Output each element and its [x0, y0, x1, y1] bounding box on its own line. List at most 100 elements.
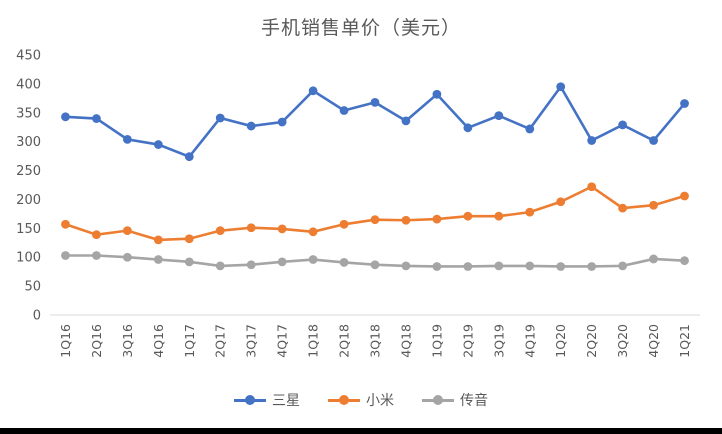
data-point-小米[interactable] — [61, 219, 70, 229]
x-axis-tick-label: 3Q20 — [615, 324, 630, 358]
data-point-三星[interactable] — [525, 124, 535, 134]
data-point-传音[interactable] — [618, 261, 628, 271]
y-axis-tick-label: 450 — [16, 49, 41, 64]
data-point-小米[interactable] — [153, 235, 163, 245]
x-axis-tick-label: 4Q19 — [522, 324, 537, 358]
legend-label: 三星 — [272, 393, 300, 409]
data-point-小米[interactable] — [370, 215, 380, 225]
data-point-三星[interactable] — [308, 86, 318, 96]
data-point-小米[interactable] — [215, 226, 225, 236]
x-axis-tick-label: 1Q21 — [677, 324, 692, 358]
data-point-传音[interactable] — [494, 261, 504, 271]
y-axis-tick-label: 400 — [16, 77, 41, 92]
data-point-小米[interactable] — [525, 207, 535, 217]
line-chart-plot: 0 50 100 150 200 250 300 350 400 450 1Q16 2Q16 3Q16 4… — [16, 49, 700, 358]
data-point-三星[interactable] — [215, 113, 225, 123]
data-point-三星[interactable] — [556, 82, 566, 92]
data-point-小米[interactable] — [618, 203, 628, 213]
data-point-传音[interactable] — [401, 261, 411, 271]
x-axis-tick-label: 3Q17 — [244, 324, 259, 358]
data-point-三星[interactable] — [680, 99, 689, 108]
data-point-小米[interactable] — [122, 226, 132, 236]
data-point-传音[interactable] — [308, 255, 318, 264]
data-point-传音[interactable] — [680, 256, 689, 266]
legend-label: 小米 — [366, 393, 394, 409]
legend-marker-icon — [234, 395, 266, 406]
data-point-传音[interactable] — [215, 261, 225, 271]
data-point-三星[interactable] — [153, 140, 163, 149]
y-axis-tick-label: 50 — [24, 280, 41, 295]
data-point-小米[interactable] — [246, 223, 256, 233]
data-point-传音[interactable] — [463, 262, 473, 271]
x-axis-tick-label: 3Q19 — [491, 324, 506, 358]
x-axis-tick-label: 4Q18 — [398, 324, 413, 358]
x-axis-tick-label: 4Q16 — [151, 324, 166, 358]
data-point-传音[interactable] — [587, 262, 597, 271]
x-axis-tick-label: 1Q18 — [306, 324, 321, 358]
x-axis-tick-label: 2Q20 — [584, 324, 599, 358]
data-point-三星[interactable] — [370, 97, 380, 107]
x-axis-tick-label: 1Q16 — [58, 324, 73, 358]
data-point-传音[interactable] — [92, 251, 101, 260]
legend-marker-icon — [422, 395, 454, 406]
chart-title: 手机销售单价（美元） — [260, 17, 461, 39]
data-point-三星[interactable] — [401, 116, 411, 126]
x-axis-tick-label: 4Q20 — [646, 324, 661, 358]
data-point-小米[interactable] — [463, 211, 473, 221]
data-point-三星[interactable] — [61, 112, 70, 122]
data-point-小米[interactable] — [277, 224, 287, 234]
data-point-传音[interactable] — [122, 252, 132, 262]
data-point-小米[interactable] — [184, 234, 194, 244]
data-point-传音[interactable] — [339, 258, 349, 267]
data-point-小米[interactable] — [401, 215, 411, 225]
data-point-三星[interactable] — [618, 120, 628, 130]
data-point-小米[interactable] — [680, 191, 689, 201]
legend-item-传音[interactable]: 传音 — [422, 390, 488, 410]
bottom-bar — [0, 428, 722, 434]
data-point-传音[interactable] — [556, 262, 566, 271]
data-point-传音[interactable] — [184, 257, 194, 267]
data-point-三星[interactable] — [432, 89, 442, 99]
chart-legend: 三星 小米 传音 — [0, 390, 722, 410]
data-point-小米[interactable] — [587, 182, 597, 192]
data-point-三星[interactable] — [246, 121, 256, 131]
data-point-传音[interactable] — [246, 260, 256, 270]
legend-item-三星[interactable]: 三星 — [234, 390, 300, 410]
data-point-小米[interactable] — [494, 211, 504, 221]
data-point-传音[interactable] — [153, 255, 163, 264]
data-point-三星[interactable] — [277, 117, 287, 127]
data-point-小米[interactable] — [556, 197, 566, 207]
series-line-小米[interactable] — [65, 185, 685, 242]
x-axis-tick-label: 2Q17 — [213, 324, 228, 358]
data-point-传音[interactable] — [432, 262, 442, 271]
y-axis-tick-label: 100 — [16, 251, 41, 266]
data-point-三星[interactable] — [587, 136, 597, 145]
data-point-小米[interactable] — [339, 219, 349, 229]
data-point-三星[interactable] — [92, 114, 101, 123]
data-point-三星[interactable] — [184, 152, 194, 162]
data-point-小米[interactable] — [649, 200, 658, 210]
data-point-传音[interactable] — [649, 254, 658, 264]
legend-marker-icon — [328, 395, 360, 406]
y-axis-tick-label: 250 — [16, 164, 41, 179]
x-axis-tick-label: 1Q20 — [553, 324, 568, 358]
data-point-传音[interactable] — [277, 257, 287, 267]
data-point-小米[interactable] — [432, 214, 442, 224]
x-axis-tick-label: 3Q18 — [368, 324, 383, 358]
data-point-三星[interactable] — [463, 123, 473, 133]
legend-item-小米[interactable]: 小米 — [328, 390, 394, 410]
data-point-三星[interactable] — [494, 111, 504, 121]
data-point-传音[interactable] — [525, 261, 535, 271]
y-axis-tick-label: 350 — [16, 106, 41, 121]
x-axis-tick-label: 2Q16 — [89, 324, 104, 358]
data-point-三星[interactable] — [122, 134, 132, 144]
data-point-小米[interactable] — [92, 230, 101, 240]
data-point-传音[interactable] — [61, 251, 70, 260]
y-axis-tick-label: 200 — [16, 193, 41, 208]
x-axis-tick-label: 1Q17 — [182, 324, 197, 358]
data-point-传音[interactable] — [370, 260, 380, 270]
data-point-三星[interactable] — [649, 136, 658, 145]
data-point-三星[interactable] — [339, 106, 349, 115]
data-point-小米[interactable] — [308, 227, 318, 237]
